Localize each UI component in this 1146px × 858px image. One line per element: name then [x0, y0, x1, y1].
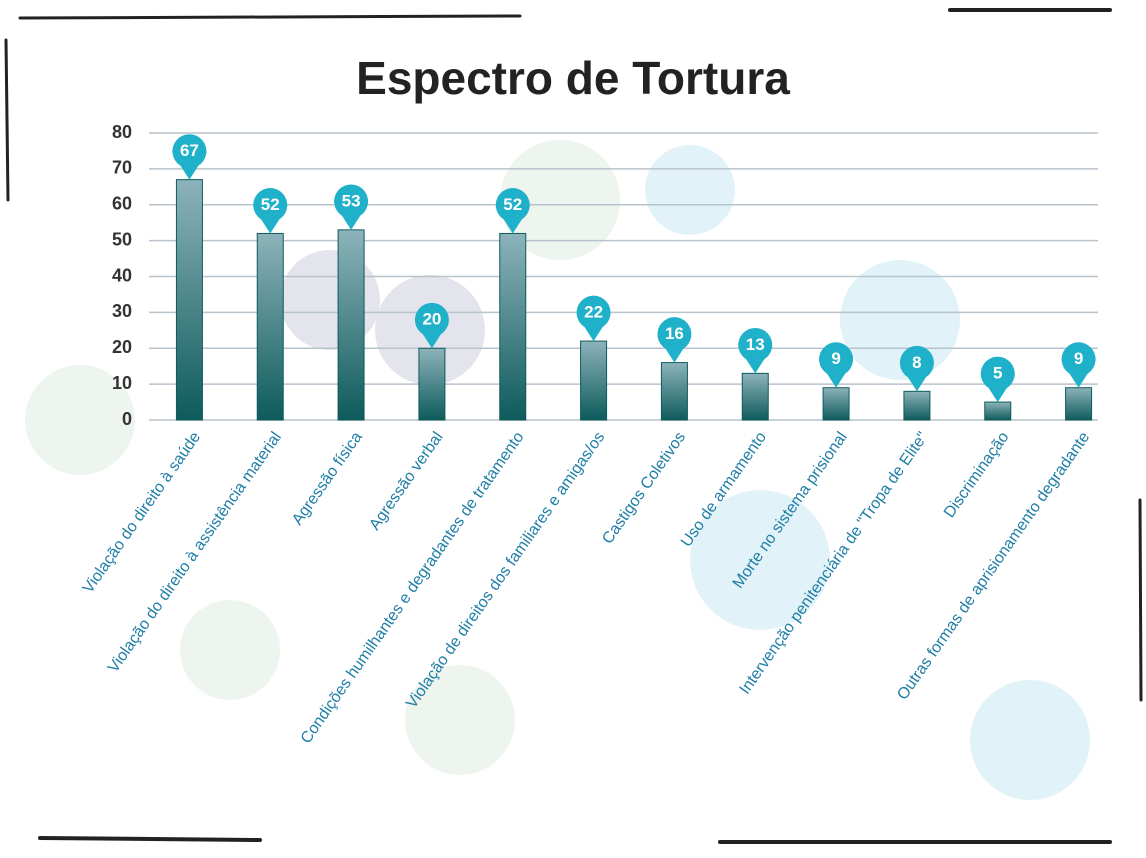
- value-label: 9: [831, 349, 840, 368]
- bar: [580, 340, 608, 421]
- value-badge: [980, 356, 1015, 403]
- x-tick-label: Agressão física: [289, 429, 366, 528]
- value-badge: [576, 295, 611, 342]
- y-tick-label: 60: [112, 194, 132, 214]
- value-label: 8: [912, 353, 921, 372]
- value-label: 52: [261, 195, 280, 214]
- value-label: 53: [342, 191, 361, 210]
- value-label: 16: [665, 324, 684, 343]
- value-badge: [414, 302, 449, 349]
- x-tick-label: Agressão verbal: [366, 429, 446, 533]
- y-tick-label: 50: [112, 229, 132, 249]
- bar: [903, 390, 931, 421]
- bar: [499, 232, 527, 421]
- bar: [741, 372, 769, 421]
- y-tick-label: 30: [112, 301, 132, 321]
- x-tick-label: Castigos Coletivos: [599, 429, 689, 547]
- bar: [984, 401, 1012, 421]
- value-badge: [738, 327, 773, 374]
- value-label: 52: [503, 195, 522, 214]
- value-label: 22: [584, 303, 603, 322]
- value-label: 5: [993, 364, 1002, 383]
- bar: [1065, 387, 1093, 421]
- x-tick-label: Outras formas de aprisionamento degradan…: [894, 429, 1093, 703]
- y-tick-label: 70: [112, 158, 132, 178]
- bar: [418, 347, 446, 421]
- x-tick-label: Discriminação: [941, 429, 1013, 521]
- value-label: 9: [1074, 349, 1083, 368]
- bar: [337, 229, 365, 421]
- y-tick-label: 40: [112, 265, 132, 285]
- y-tick-label: 10: [112, 373, 132, 393]
- y-tick-label: 0: [122, 409, 132, 429]
- y-tick-label: 80: [112, 122, 132, 142]
- bar: [822, 387, 850, 421]
- value-badge: [899, 345, 934, 392]
- value-label: 67: [180, 141, 199, 160]
- chart-title: Espectro de Tortura: [356, 52, 790, 104]
- value-badge: [819, 342, 854, 388]
- value-badge: [334, 184, 369, 230]
- bar: [175, 179, 203, 421]
- frame-strokes: [4, 8, 1143, 844]
- y-tick-label: 20: [112, 337, 132, 357]
- value-badge: [495, 188, 530, 234]
- value-label: 20: [422, 310, 441, 329]
- value-badge: [172, 134, 207, 180]
- value-badge: [253, 188, 288, 234]
- value-badge: [657, 317, 692, 363]
- value-badge: [1061, 342, 1096, 388]
- bar: [256, 232, 284, 421]
- bar: [660, 362, 688, 421]
- value-label: 13: [746, 335, 765, 354]
